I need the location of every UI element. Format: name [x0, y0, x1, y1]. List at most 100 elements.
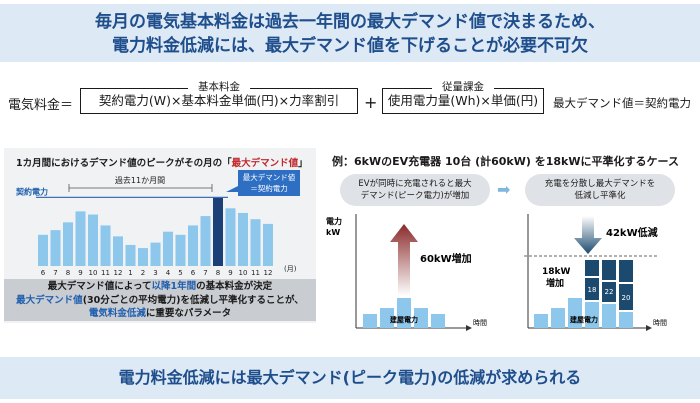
ev-stack-block [619, 260, 633, 282]
demand-bar [75, 211, 86, 266]
footer-emph: 以降1年間 [151, 281, 197, 292]
footer-line-3: 電気料金低減に重要なパラメータ [4, 307, 316, 321]
pill-before-line-2: デマンド(ピーク電力)が増加 [360, 191, 470, 201]
decrease-arrow [574, 216, 602, 254]
after-building-bar [602, 304, 616, 328]
before-time-label: 時間 [473, 319, 487, 327]
usage-fee-label: 従量課金 [432, 79, 494, 94]
month-tick-label: 12 [264, 269, 273, 277]
banner-line-2: 電力料金低減には、最大デマンド値を下げることが必要不可欠 [112, 36, 588, 56]
footer-text: に重要なパラメータ [145, 308, 232, 319]
month-tick-label: 3 [153, 269, 157, 277]
bar-group [38, 197, 273, 266]
x-unit-label: (月) [284, 265, 297, 273]
basic-fee-label: 基本料金 [188, 79, 250, 94]
before-building-bar [380, 308, 394, 328]
bottom-banner: 電力料金低減には最大デマンド(ピーク電力)の低減が求められる [0, 357, 700, 399]
after-x-arrow [646, 325, 652, 331]
after-building-bar [551, 308, 565, 328]
y-axis-label-1: 電力 [326, 216, 342, 226]
callout-line-1: 最大デマンド値 [243, 172, 296, 182]
pill-before-line-1: EVが同時に充電されると最大 [358, 179, 472, 189]
case-title: 例：6kWのEV充電器 10台 (計60kW) を18kWに平準化するケース [332, 155, 679, 168]
before-building-bar [363, 314, 377, 328]
tick-group: 6 7 8 9 10 11 12 1 2 3 4 5 6 7 8 9 10 11 12 [41, 269, 273, 277]
after-building-bar [568, 298, 582, 328]
after-building-bar [619, 312, 633, 328]
demand-bar [113, 236, 123, 266]
demand-bar [175, 234, 186, 266]
month-tick-label: 6 [191, 269, 196, 277]
past-months-label: 過去11か月間 [115, 175, 165, 185]
footer-text: 最大デマンド値によって [47, 281, 152, 292]
footer-text: (30分ごとの平均電力)を低減し平準化することが、 [82, 294, 304, 306]
demand-bar [88, 214, 98, 266]
before-building-bar [414, 308, 428, 328]
ev-stack-block [585, 260, 599, 276]
heading-suffix: 」 [298, 158, 308, 169]
month-tick-label: 9 [78, 269, 82, 277]
demand-bar [225, 208, 236, 266]
usage-fee-box: 使用電力量(Wh)×単価(円) [382, 88, 544, 114]
increase18-label-2: 増加 [546, 277, 564, 289]
footer-line-1: 最大デマンド値によって以降1年間の基本料金が決定 [4, 280, 316, 294]
footer-emph: 最大デマンド値 [16, 294, 83, 306]
month-tick-label: 7 [203, 269, 207, 277]
ev-stack-block [602, 282, 616, 302]
ev-leveling-diagram: 電力 kW 時間 60kW増加 建屋電力 時間 18 22 20 42kW低減 … [326, 214, 667, 331]
month-tick-label: 10 [89, 269, 98, 277]
callout-box [238, 170, 300, 196]
y-axis-label-2: kW [326, 228, 340, 237]
contract-power-label: 契約電力 [15, 186, 48, 196]
month-tick-label: 10 [239, 269, 248, 277]
panel-heading: 1カ月間におけるデマンド値のピークがその月の「最大デマンド値」 [16, 155, 308, 169]
after-time-label: 時間 [653, 319, 667, 327]
max-demand-note: 最大デマンド値＝契約電力 [553, 96, 691, 110]
pill-after: 充電を分散し最大デマンドを 低減し平準化 [525, 174, 675, 206]
callout-line-2: ＝契約電力 [250, 183, 288, 193]
panel-footer: 最大デマンド値によって以降1年間の基本料金が決定 最大デマンド値(30分ごとの平… [4, 279, 316, 321]
month-tick-label: 8 [66, 269, 70, 277]
basic-fee-formula: 契約電力(W)×基本料金単価(円)×力率割引 [98, 93, 340, 108]
month-tick-label: 12 [114, 269, 123, 277]
demand-bar [150, 242, 161, 266]
demand-bar [250, 219, 261, 266]
month-tick-label: 8 [216, 269, 220, 277]
after-building-label: 建屋電力 [570, 315, 598, 324]
demand-bar [200, 216, 211, 266]
month-tick-label: 2 [141, 269, 145, 277]
increase-label: 60kW増加 [420, 252, 472, 265]
footer-text: の基本料金が決定 [196, 281, 273, 292]
increase-arrow [390, 224, 418, 296]
demand-bar [125, 244, 136, 266]
ev-stack-block [602, 260, 616, 280]
after-building-bar [585, 302, 599, 328]
monthly-demand-panel: 1カ月間におけるデマンド値のピークがその月の「最大デマンド値」 6 7 8 9 10 11… [4, 148, 316, 323]
demand-bar [50, 230, 61, 266]
month-tick-label: 9 [228, 269, 232, 277]
heading-prefix: 1カ月間におけるデマンド値のピークがその月の「 [16, 158, 232, 169]
month-tick-label: 11 [101, 269, 110, 277]
banner-line-1: 毎月の電気基本料金は過去一年間の最大デマンド値で決まるため、 [95, 12, 605, 32]
month-tick-label: 1 [128, 269, 132, 277]
demand-bar [263, 223, 273, 266]
pill-after-line-1: 充電を分散し最大デマンドを [544, 179, 656, 189]
month-tick-label: 7 [53, 269, 57, 277]
tariff-formula: 電気料金＝ 契約電力(W)×基本料金単価(円)×力率割引 基本料金 + 使用電力… [0, 68, 700, 124]
stack-value-3: 20 [622, 294, 631, 302]
decrease-label: 42kW低減 [606, 226, 658, 239]
demand-bar-chart: 6 7 8 9 10 11 12 1 2 3 4 5 6 7 8 9 10 11 12 契約電力 過去11か月間 最… [15, 170, 300, 277]
formula-lhs: 電気料金＝ [8, 98, 74, 113]
heading-emphasis: 最大デマンド値 [231, 158, 299, 169]
top-banner: 毎月の電気基本料金は過去一年間の最大デマンド値で決まるため、 電力料金低減には、… [0, 4, 700, 62]
callout-pointer [226, 186, 238, 192]
footer-emph: 電気料金低減 [88, 308, 146, 319]
demand-bar [163, 231, 173, 266]
plus-sign: + [364, 93, 378, 112]
pill-before: EVが同時に充電されると最大 デマンド(ピーク電力)が増加 [340, 174, 490, 206]
ev-stack-block [619, 284, 633, 310]
demand-bar [238, 212, 248, 266]
before-building-bar [431, 314, 445, 328]
after-building-bar [534, 314, 548, 328]
before-building-label: 建屋電力 [390, 315, 418, 324]
